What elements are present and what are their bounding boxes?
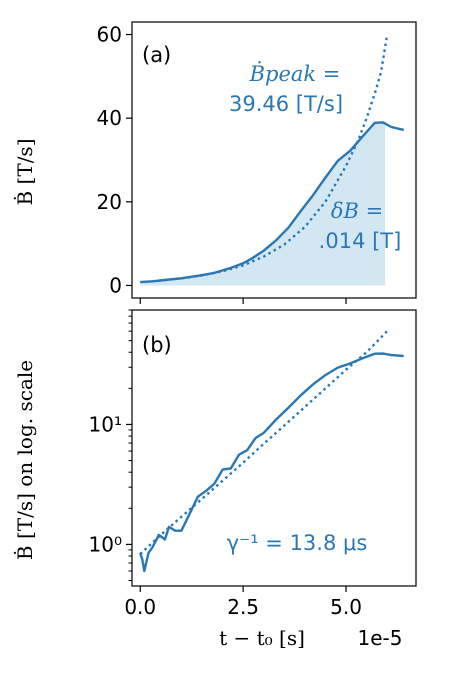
panel-a-frame [131, 21, 417, 299]
panel-a-ytick-label: 0 [109, 273, 122, 297]
annotation-delta-b-label: δB = [331, 199, 383, 223]
panel-a-ytick-label: 20 [97, 190, 122, 214]
panel-b-ylabel: Ḃ [T/s] on log. scale [13, 360, 37, 560]
annotation-gamma-inverse: γ⁻¹ = 13.8 μs [227, 531, 368, 555]
panel-a-ylabel: Ḃ [T/s] [13, 138, 37, 205]
panel-b-ytick-label: 10⁰ [89, 532, 122, 556]
annotation-bdot-peak-label: Ḃpeak = [249, 62, 341, 86]
panel-b: Ḃ [T/s] on log. scale 10⁰ 10¹ 0.0 2.5 5.0 (b… [13, 309, 417, 650]
panel-b-xtick-label: 0.0 [124, 595, 156, 619]
annotation-delta-b-value: .014 [T] [319, 229, 402, 253]
x-axis-label: t − t₀ [s] [219, 626, 305, 650]
panel-b-xtick-label: 2.5 [227, 595, 259, 619]
panel-a-label: (a) [142, 43, 171, 67]
panel-a-shaded-area [140, 122, 386, 286]
panel-b-measured-line [139, 352, 404, 573]
panel-b-fit-line [139, 330, 389, 555]
annotation-bdot-peak-value: 39.46 [T/s] [229, 92, 343, 116]
x-offset-label: 1e-5 [358, 626, 403, 650]
panel-b-ytick-label: 10¹ [89, 412, 122, 436]
panel-a-ytick-label: 60 [97, 23, 122, 47]
panel-a-ytick-label: 40 [97, 106, 122, 130]
panel-b-label: (b) [142, 333, 172, 357]
panel-b-xtick-label: 5.0 [330, 595, 362, 619]
panel-b-frame [131, 309, 417, 587]
